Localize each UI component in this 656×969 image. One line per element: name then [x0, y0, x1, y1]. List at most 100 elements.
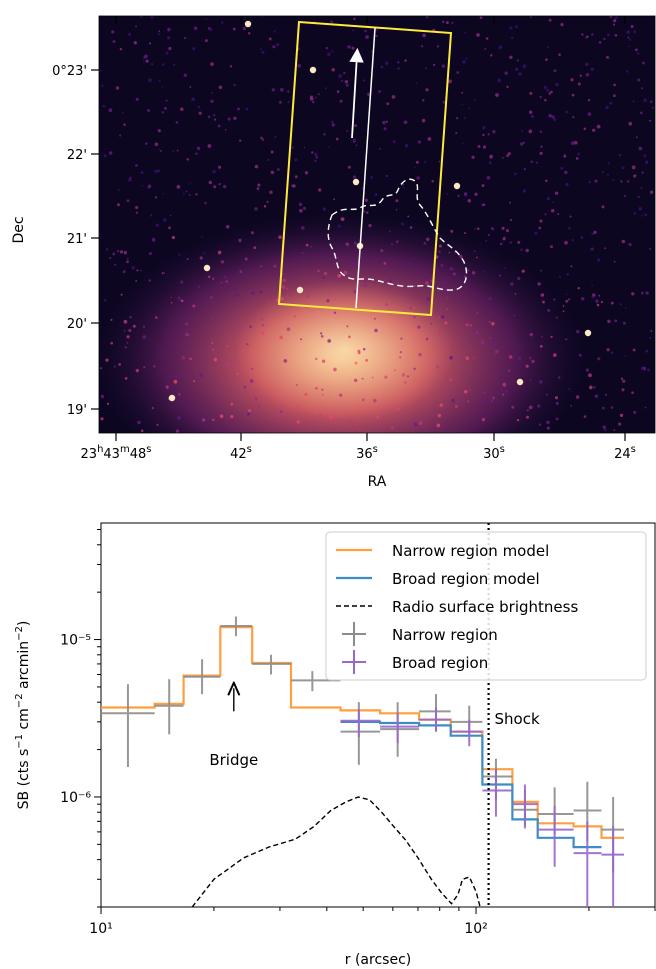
noise-speck	[126, 260, 129, 264]
noise-speck	[531, 359, 535, 364]
noise-speck	[355, 425, 359, 429]
noise-speck	[210, 316, 213, 319]
noise-speck	[449, 378, 452, 381]
noise-speck	[630, 25, 634, 28]
noise-speck	[491, 322, 495, 326]
noise-speck	[538, 226, 542, 230]
noise-speck	[378, 147, 382, 151]
noise-speck	[633, 212, 637, 215]
noise-speck	[145, 59, 149, 63]
noise-speck	[154, 196, 158, 199]
noise-speck	[214, 118, 217, 121]
noise-speck	[621, 388, 625, 392]
noise-speck	[624, 354, 627, 357]
noise-speck	[263, 205, 267, 208]
noise-speck	[613, 260, 616, 263]
noise-speck	[445, 296, 448, 299]
noise-speck	[589, 385, 593, 390]
noise-speck	[511, 36, 514, 40]
noise-speck	[555, 417, 559, 421]
noise-speck	[448, 251, 451, 254]
noise-speck	[509, 241, 512, 244]
noise-speck	[270, 150, 274, 154]
noise-speck	[514, 293, 517, 295]
region-box	[277, 20, 453, 317]
data-point	[601, 826, 624, 907]
noise-speck	[123, 329, 126, 332]
noise-speck	[103, 154, 107, 158]
noise-speck	[298, 64, 301, 66]
noise-speck	[491, 400, 493, 402]
noise-speck	[423, 241, 427, 245]
noise-speck	[590, 247, 593, 251]
noise-speck	[234, 288, 237, 291]
noise-speck	[225, 280, 229, 284]
noise-speck	[649, 190, 654, 194]
noise-speck	[502, 237, 506, 241]
noise-speck	[159, 149, 162, 152]
noise-speck	[529, 379, 532, 382]
data-point	[482, 769, 513, 817]
point-sources	[168, 20, 592, 402]
noise-speck	[651, 106, 654, 109]
noise-speck	[175, 429, 180, 433]
noise-speck	[481, 417, 486, 422]
data-point	[537, 805, 574, 867]
noise-speck	[373, 398, 377, 403]
noise-speck	[613, 23, 616, 26]
noise-speck	[565, 182, 569, 187]
noise-speck	[529, 332, 534, 337]
noise-speck	[608, 57, 611, 60]
noise-speck	[365, 359, 368, 362]
noise-speck	[482, 399, 486, 404]
noise-speck	[111, 30, 115, 34]
noise-speck	[412, 306, 415, 309]
noise-speck	[384, 375, 388, 379]
noise-speck	[438, 333, 441, 336]
noise-speck	[207, 275, 211, 279]
noise-speck	[124, 346, 127, 349]
noise-speck	[321, 393, 324, 396]
noise-speck	[347, 425, 351, 428]
noise-speck	[543, 85, 547, 89]
noise-speck	[210, 62, 214, 66]
ra-tick-label: 24s	[614, 444, 636, 462]
image-frame	[98, 15, 656, 434]
noise-speck	[176, 149, 179, 152]
noise-speck	[440, 263, 444, 268]
noise-speck	[492, 396, 495, 400]
noise-speck	[504, 71, 508, 75]
noise-speck	[180, 299, 184, 303]
noise-speck	[528, 356, 532, 360]
noise-speck	[628, 121, 633, 126]
noise-speck	[345, 129, 349, 133]
plot-axes: 10¹ 10² 10⁻⁶ 10⁻⁵	[60, 529, 656, 937]
noise-speck	[337, 279, 341, 283]
noise-speck	[640, 87, 643, 90]
noise-speck	[618, 153, 622, 157]
noise-speck	[314, 159, 317, 162]
noise-speck	[446, 193, 449, 196]
noise-speck	[422, 33, 426, 38]
noise-speck	[490, 227, 495, 231]
noise-speck	[434, 409, 437, 412]
noise-speck	[455, 132, 458, 135]
noise-speck	[195, 152, 198, 155]
noise-speck	[157, 169, 161, 173]
noise-speck	[363, 283, 368, 288]
noise-speck	[437, 316, 441, 319]
noise-speck	[330, 415, 334, 419]
noise-speck	[208, 180, 213, 185]
noise-speck	[562, 305, 565, 307]
noise-speck	[189, 357, 193, 361]
noise-speck	[568, 227, 571, 230]
noise-speck	[354, 361, 358, 365]
noise-speck	[497, 78, 502, 83]
noise-speck	[544, 98, 547, 102]
noise-speck	[631, 292, 635, 296]
legend-label: Broad region	[392, 654, 488, 672]
noise-speck	[351, 46, 355, 50]
noise-speck	[247, 412, 250, 416]
dec-tick-label: 19'	[67, 403, 87, 418]
radio-profile-line	[191, 796, 481, 907]
